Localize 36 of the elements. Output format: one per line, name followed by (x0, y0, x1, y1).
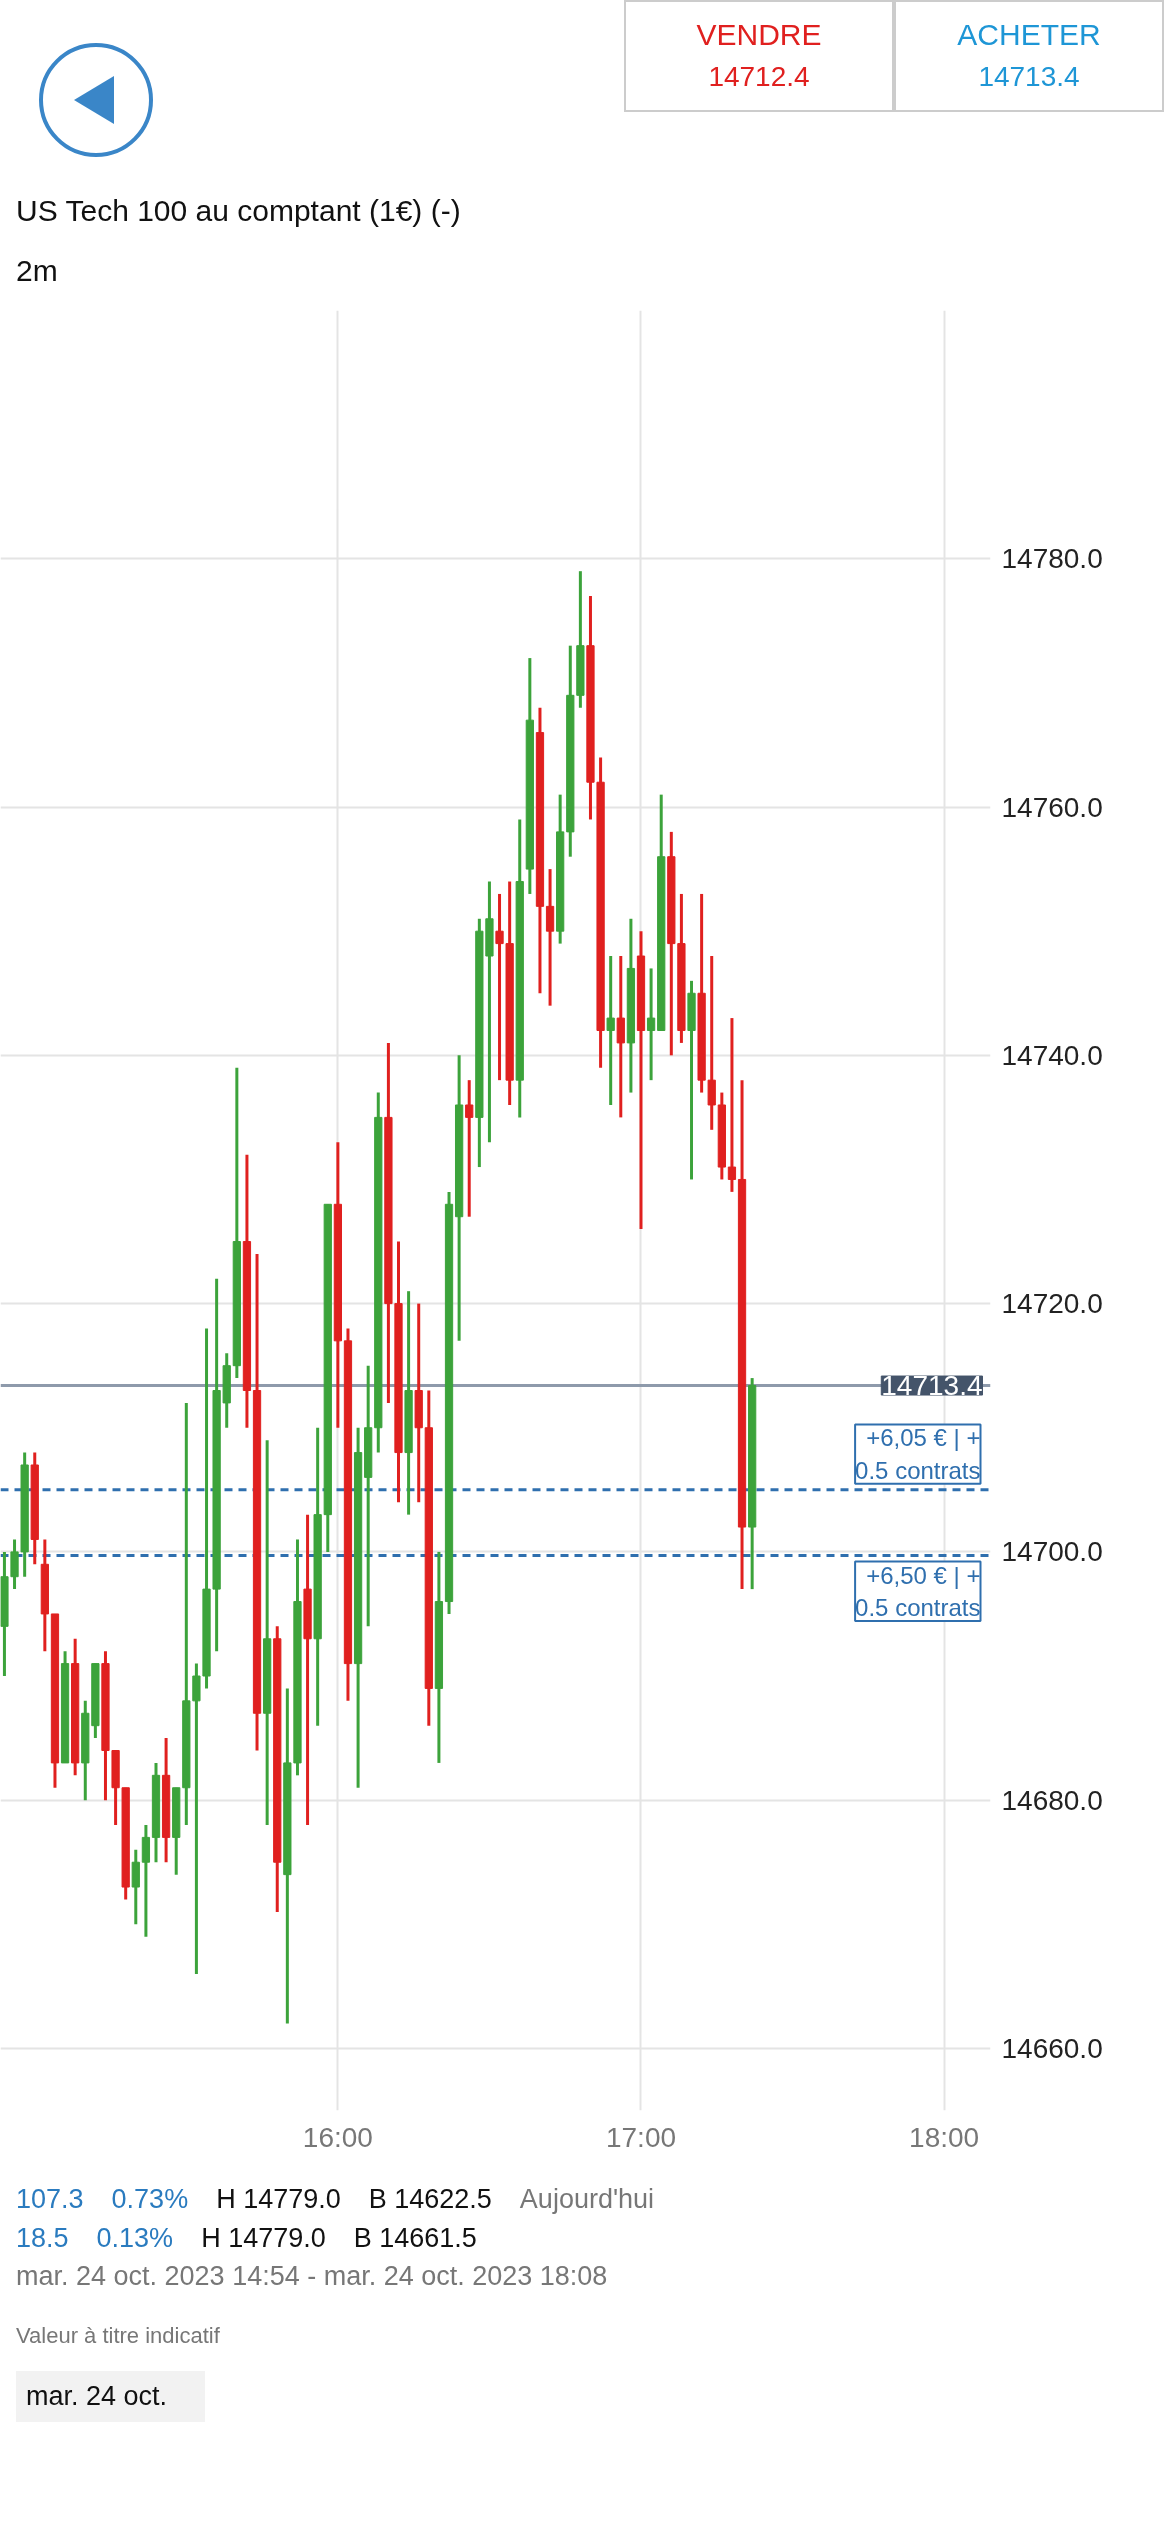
text: 18.5 (16, 2222, 69, 2253)
text: B 14622.5 (368, 2184, 492, 2214)
text: B 14661.5 (353, 2222, 477, 2253)
text: VENDRE (695, 17, 823, 53)
text: 107.3 (16, 2184, 84, 2214)
text: 14713.4 (977, 59, 1081, 94)
text: 0.73% (111, 2184, 189, 2214)
candlestick (606, 956, 615, 1105)
ref-line-label: 14713.4 (881, 1370, 983, 1402)
y-tick-label: 14720.0 (1001, 1288, 1103, 1320)
x-tick-label: 17:00 (605, 2121, 677, 2153)
ref-line-label: +6,05 € | + 0.5 contrats (855, 1424, 981, 1484)
text: H 14779.0 (216, 2184, 341, 2214)
y-tick-label: 14680.0 (1001, 1784, 1103, 1816)
ref-line-label: +6,50 € | + 0.5 contrats (855, 1561, 981, 1621)
text: Valeur à titre indicatif (16, 2322, 220, 2348)
candlestick (646, 968, 656, 1082)
x-tick-label: 16:00 (302, 2121, 373, 2153)
text: 14712.4 (707, 59, 811, 94)
text: mar. 24 oct. 2023 14:54 - mar. 24 oct. 2023 18:08 (16, 2261, 608, 2292)
x-tick-label: 18:00 (909, 2121, 980, 2153)
y-tick-label: 14760.0 (1001, 791, 1103, 823)
candlestick (727, 1018, 737, 1192)
text: Aujourd'hui (519, 2184, 655, 2214)
candlestick (192, 1663, 201, 1974)
chart-subtitle: 2m (16, 253, 58, 289)
y-tick-label: 14740.0 (1001, 1039, 1103, 1071)
chart-title: US Tech 100 au comptant (1€) (-) (16, 193, 461, 229)
text: mar. 24 oct. (26, 2381, 168, 2412)
y-tick-label: 14700.0 (1001, 1536, 1103, 1568)
candlestick (465, 1080, 474, 1217)
text: H 14779.0 (201, 2222, 326, 2253)
y-tick-label: 14660.0 (1001, 2032, 1103, 2064)
text: ACHETER (956, 17, 1102, 53)
y-tick-label: 14780.0 (1001, 543, 1103, 575)
text: 0.13% (96, 2222, 174, 2253)
